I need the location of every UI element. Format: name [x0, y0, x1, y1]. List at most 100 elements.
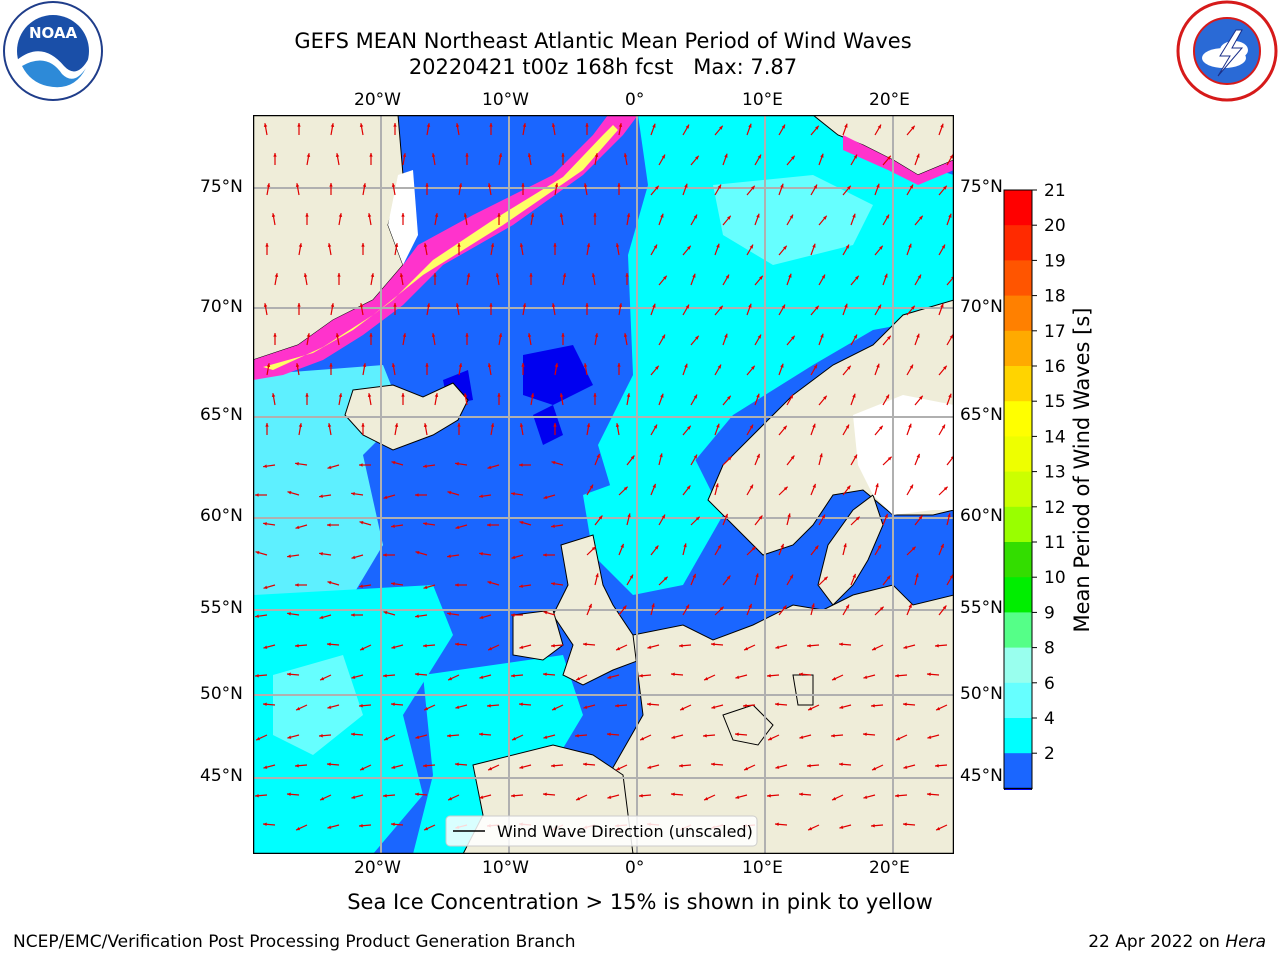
wave-direction-arrowhead	[359, 824, 363, 828]
colorbar-tick-label: 2	[1044, 744, 1055, 764]
wave-direction-arrowhead	[554, 363, 559, 367]
wave-direction-arrowhead	[661, 154, 665, 159]
wave-direction-arrowhead	[717, 364, 721, 369]
lat-label-right: 55°N	[960, 598, 1003, 618]
wave-direction-arrowhead	[256, 737, 261, 741]
wave-direction-arrowhead	[814, 545, 819, 550]
colorbar-segment	[1004, 225, 1032, 261]
wave-direction-arrowhead	[488, 647, 493, 651]
wave-direction-arrowhead	[852, 573, 856, 578]
wave-direction-arrowhead	[783, 486, 788, 491]
wave-direction-arrowhead	[287, 792, 291, 796]
wave-direction-arrowhead	[434, 213, 439, 217]
wave-direction-arrowhead	[749, 244, 753, 249]
wave-direction-arrowhead	[783, 425, 787, 430]
wave-direction-arrowhead	[329, 183, 333, 187]
wave-direction-arrowhead	[297, 123, 301, 127]
wave-direction-arrowhead	[586, 423, 591, 427]
wave-direction-arrowhead	[263, 522, 267, 526]
wave-direction-arrowhead	[559, 393, 564, 397]
colorbar-tick-label: 19	[1044, 251, 1066, 271]
wave-direction-arrowhead	[561, 153, 565, 157]
lon-label-bottom: 20°W	[354, 858, 401, 878]
wave-direction-arrowhead	[327, 642, 331, 646]
wave-direction-arrowhead	[660, 213, 664, 218]
wave-direction-arrowhead	[595, 573, 599, 578]
wave-direction-arrowhead	[811, 603, 815, 608]
wave-direction-arrowhead	[821, 514, 825, 519]
wave-direction-arrowhead	[819, 453, 823, 458]
wave-direction-arrowhead	[719, 305, 723, 310]
wave-direction-arrowhead	[455, 642, 459, 646]
colorbar-tick-label: 18	[1044, 287, 1066, 307]
wave-direction-arrowhead	[886, 575, 891, 580]
wave-direction-arrowhead	[265, 423, 269, 427]
wave-direction-arrowhead	[871, 704, 875, 708]
wave-direction-arrowhead	[839, 642, 843, 646]
wave-direction-arrowhead	[717, 184, 721, 189]
wave-direction-arrowhead	[543, 495, 548, 499]
wave-direction-arrowhead	[511, 674, 515, 678]
wave-direction-arrowhead	[455, 762, 459, 766]
wave-direction-arrowhead	[622, 605, 627, 610]
wave-direction-arrowhead	[651, 603, 655, 608]
wave-direction-arrowhead	[415, 672, 419, 676]
wave-direction-arrowhead	[424, 707, 429, 711]
wave-direction-arrowhead	[751, 546, 756, 551]
wave-direction-arrowhead	[383, 674, 387, 678]
wave-direction-arrowhead	[296, 707, 301, 711]
wave-direction-arrowhead	[487, 363, 492, 367]
wave-direction-arrowhead	[423, 644, 427, 648]
colorbar-tick-label: 17	[1044, 322, 1066, 342]
wave-direction-arrowhead	[607, 732, 611, 736]
wave-direction-arrowhead	[719, 125, 723, 130]
wave-direction-arrowhead	[489, 303, 493, 307]
wave-direction-arrowhead	[255, 551, 260, 555]
wave-direction-arrowhead	[497, 213, 501, 217]
wave-direction-arrowhead	[767, 674, 771, 678]
wave-direction-arrowhead	[845, 424, 849, 429]
wave-direction-arrowhead	[781, 124, 785, 129]
wave-direction-arrowhead	[789, 214, 793, 219]
wave-direction-arrowhead	[263, 645, 268, 649]
wave-direction-arrowhead	[295, 644, 299, 648]
wave-direction-arrowhead	[519, 423, 524, 427]
colorbar-segment	[1004, 718, 1032, 754]
wave-direction-arrowhead	[759, 275, 763, 280]
wave-direction-arrowhead	[415, 614, 419, 618]
wave-direction-arrowhead	[263, 123, 268, 127]
wave-direction-arrowhead	[497, 393, 501, 397]
wave-direction-arrowhead	[329, 363, 333, 367]
lat-label-left: 70°N	[200, 297, 243, 317]
wave-direction-arrowhead	[653, 244, 657, 249]
wave-direction-arrowhead	[687, 425, 691, 430]
wave-direction-arrowhead	[711, 762, 715, 766]
wave-direction-arrowhead	[927, 792, 931, 796]
wave-direction-arrowhead	[351, 492, 355, 496]
wave-direction-arrowhead	[692, 573, 696, 578]
lon-label-bottom: 0°	[625, 858, 645, 878]
wave-direction-arrowhead	[807, 644, 811, 648]
wave-direction-arrowhead	[457, 243, 461, 247]
wave-direction-arrowhead	[927, 672, 931, 676]
wave-direction-arrowhead	[583, 642, 587, 646]
wave-direction-arrowhead	[273, 333, 277, 337]
wave-direction-arrowhead	[255, 614, 259, 618]
wave-direction-arrowhead	[885, 394, 889, 399]
wave-direction-arrowhead	[620, 543, 624, 548]
lat-label-right: 60°N	[960, 506, 1003, 526]
wave-direction-arrowhead	[487, 704, 491, 708]
wave-direction-arrowhead	[895, 674, 899, 678]
wave-direction-arrowhead	[653, 424, 657, 429]
wave-direction-arrowhead	[305, 393, 309, 397]
lat-label-left: 60°N	[200, 506, 243, 526]
wave-direction-arrowhead	[431, 333, 436, 337]
wave-direction-arrowhead	[618, 303, 623, 307]
colorbar-tick-label: 14	[1044, 427, 1066, 447]
wave-direction-arrowhead	[359, 521, 364, 525]
wave-direction-arrowhead	[941, 244, 945, 249]
wave-direction-arrowhead	[391, 363, 396, 367]
wave-direction-arrowhead	[490, 243, 495, 247]
wave-direction-arrowhead	[607, 675, 612, 679]
wave-direction-arrowhead	[744, 767, 749, 771]
